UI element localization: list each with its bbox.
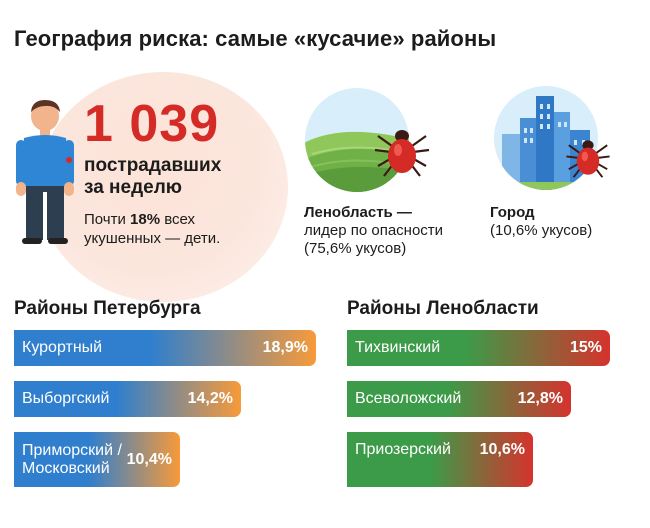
countryside-tick-icon xyxy=(305,88,430,192)
lo-bar-label: Всеволожский xyxy=(355,390,461,408)
victims-count: 1 039 xyxy=(84,95,220,153)
spb-bar-value: 14,2% xyxy=(187,390,233,407)
spb-bar: Курортный 18,9% xyxy=(14,330,316,366)
lo-bar: Приозерский 10,6% xyxy=(347,432,533,487)
lo-chart-title: Районы Ленобласти xyxy=(347,298,539,319)
spb-bar-label: Курортный xyxy=(22,339,102,357)
lo-bar-label: Приозерский xyxy=(355,441,451,459)
lo-bar-label: Тихвинский xyxy=(355,339,440,357)
spb-bar-label-line: Приморский / xyxy=(22,442,122,459)
spb-bar-value: 18,9% xyxy=(262,339,308,356)
city-tick-icon xyxy=(494,86,610,190)
lo-bar-value: 10,6% xyxy=(479,441,525,458)
lo-bar-value: 12,8% xyxy=(517,390,563,407)
spb-chart-title: Районы Петербурга xyxy=(14,298,201,319)
spb-bar: Приморский / Московский 10,4% xyxy=(14,432,180,487)
children-note: Почти 18% всех укушенных — дети. xyxy=(84,211,221,247)
spb-bar-label: Выборгский xyxy=(22,390,110,408)
page-title: География риска: самые «кусачие» районы xyxy=(14,26,497,51)
lo-bar-value: 15% xyxy=(569,339,602,356)
lo-bar-label-line: Тихвинский xyxy=(355,339,441,356)
lo-bar: Всеволожский 12,8% xyxy=(347,381,571,417)
spb-bar-label-line: Выборгский xyxy=(22,390,110,407)
victims-caption: пострадавших за неделю xyxy=(84,155,222,198)
spb-bar-label-line: Курортный xyxy=(22,339,103,356)
lo-bar: Тихвинский 15% xyxy=(347,330,610,366)
city-caption: Город (10,6% укусов) xyxy=(490,204,593,239)
spb-bar-value: 10,4% xyxy=(126,451,172,468)
spb-bar-label-line: Московский xyxy=(22,460,110,477)
lo-bar-label-line: Всеволожский xyxy=(355,390,462,407)
highlight-blob xyxy=(38,72,288,302)
spb-bar: Выборгский 14,2% xyxy=(14,381,241,417)
lo-bar-label-line: Приозерский xyxy=(355,441,451,458)
person-icon xyxy=(16,100,74,244)
lenoblast-caption: Ленобласть — лидер по опасности (75,6% у… xyxy=(304,204,444,257)
spb-bar-label: Приморский / Московский xyxy=(22,442,122,478)
